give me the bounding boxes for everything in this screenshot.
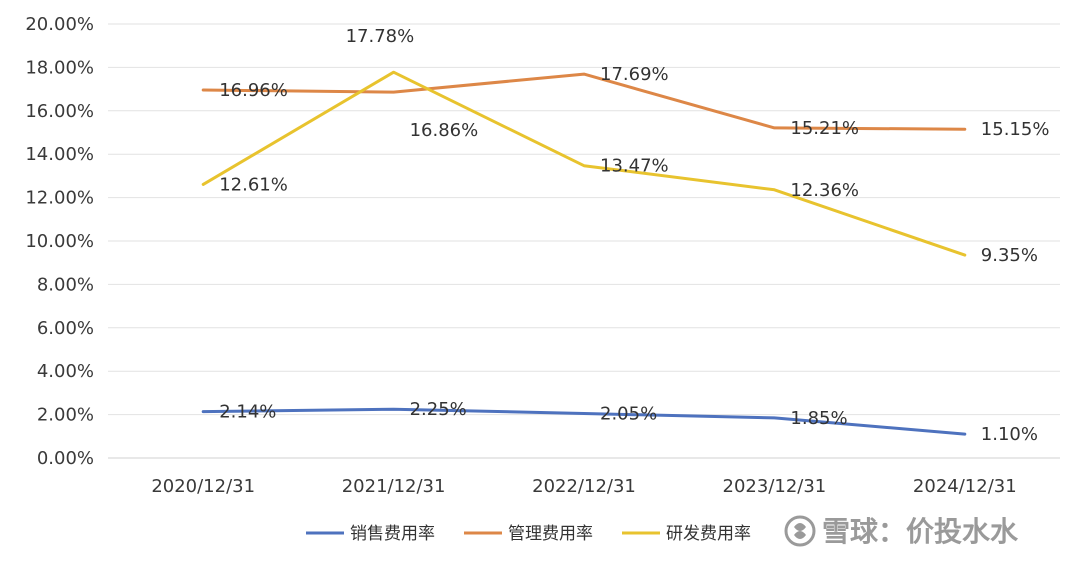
data-label: 15.21%: [790, 118, 859, 139]
x-tick-label: 2023/12/31: [723, 476, 827, 497]
series-line: [201, 70, 967, 257]
series-lines: [201, 70, 967, 436]
data-labels: 2.14% 2.25% 2.05% 1.85% 1.10% 16.96% 16.86% 17.…: [219, 26, 1049, 445]
legend-label: 研发费用率: [666, 524, 751, 544]
data-label: 16.86%: [410, 120, 479, 141]
y-tick-label: 2.00%: [37, 405, 94, 426]
snowball-logo-icon: [784, 515, 816, 547]
watermark: 雪球：价投水水: [784, 515, 1019, 548]
series-line: [201, 72, 967, 131]
y-tick-label: 6.00%: [37, 318, 94, 339]
legend-label: 销售费用率: [350, 524, 435, 544]
data-label: 9.35%: [981, 245, 1038, 266]
data-label: 17.69%: [600, 64, 669, 85]
data-label: 12.36%: [790, 180, 859, 201]
series-line: [201, 407, 967, 436]
y-tick-label: 4.00%: [37, 361, 94, 382]
y-tick-label: 12.00%: [25, 188, 94, 209]
x-tick-label: 2021/12/31: [342, 476, 446, 497]
y-tick-label: 10.00%: [25, 231, 94, 252]
x-axis-tick-labels: 2020/12/31 2021/12/31 2022/12/31 2023/12/31…: [151, 476, 1016, 497]
y-tick-label: 18.00%: [25, 57, 94, 78]
y-tick-label: 14.00%: [25, 144, 94, 165]
x-tick-label: 2022/12/31: [532, 476, 636, 497]
watermark-text: 雪球：价投水水: [822, 515, 1019, 548]
data-label: 13.47%: [600, 156, 669, 177]
y-tick-label: 0.00%: [37, 448, 94, 469]
data-label: 15.15%: [981, 119, 1050, 140]
data-label: 2.14%: [219, 402, 276, 423]
legend-label: 管理费用率: [508, 524, 593, 544]
data-label: 2.05%: [600, 404, 657, 425]
data-label: 1.10%: [981, 424, 1038, 445]
data-label: 12.61%: [219, 174, 288, 195]
x-tick-label: 2020/12/31: [151, 476, 255, 497]
legend: 销售费用率 管理费用率 研发费用率: [306, 524, 751, 544]
y-tick-label: 8.00%: [37, 274, 94, 295]
data-label: 17.78%: [346, 26, 415, 47]
y-tick-label: 16.00%: [25, 101, 94, 122]
x-tick-label: 2024/12/31: [913, 476, 1017, 497]
y-axis-tick-labels: 0.00% 2.00% 4.00% 6.00% 8.00% 10.00% 12.00% 14.…: [25, 14, 94, 469]
data-label: 2.25%: [410, 399, 467, 420]
data-label: 16.96%: [219, 80, 288, 101]
data-label: 1.85%: [790, 408, 847, 429]
y-tick-label: 20.00%: [25, 14, 94, 35]
